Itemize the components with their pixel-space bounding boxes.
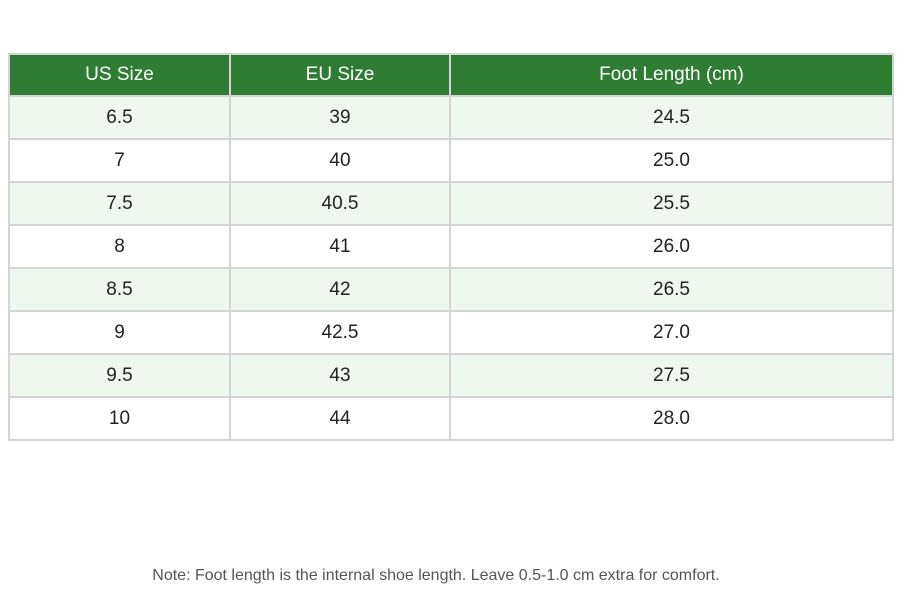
table-cell: 27.0	[449, 310, 894, 355]
table-header: US Size EU Size Foot Length (cm)	[8, 53, 894, 97]
table-cell: 25.5	[449, 181, 894, 226]
table-cell: 28.0	[449, 396, 894, 441]
table-cell: 6.5	[8, 95, 231, 140]
table-cell: 43	[229, 353, 451, 398]
footnote: Note: Foot length is the internal shoe l…	[152, 567, 720, 584]
table-row: 8 41 26.0	[8, 224, 894, 269]
table-cell: 7	[8, 138, 231, 183]
header-cell: EU Size	[229, 53, 451, 97]
table-cell: 8.5	[8, 267, 231, 312]
table-row: 10 44 28.0	[8, 396, 894, 441]
header-row: US Size EU Size Foot Length (cm)	[8, 53, 894, 97]
header-cell: Foot Length (cm)	[449, 53, 894, 97]
table-row: 7 40 25.0	[8, 138, 894, 183]
table-cell: 9	[8, 310, 231, 355]
table-row: 9.5 43 27.5	[8, 353, 894, 398]
table-cell: 27.5	[449, 353, 894, 398]
table-cell: 42	[229, 267, 451, 312]
table-cell: 39	[229, 95, 451, 140]
table-row: 7.5 40.5 25.5	[8, 181, 894, 226]
table-cell: 26.0	[449, 224, 894, 269]
table-cell: 10	[8, 396, 231, 441]
table-cell: 40.5	[229, 181, 451, 226]
table-cell: 25.0	[449, 138, 894, 183]
table-cell: 42.5	[229, 310, 451, 355]
table-cell: 44	[229, 396, 451, 441]
table-row: 9 42.5 27.0	[8, 310, 894, 355]
table-cell: 7.5	[8, 181, 231, 226]
table-cell: 26.5	[449, 267, 894, 312]
table-body: 6.5 39 24.5 7 40 25.0 7.5 40.5 25.5 8 41 26.0 8.5 42 2…	[8, 95, 894, 441]
table-row: 8.5 42 26.5	[8, 267, 894, 312]
table-cell: 9.5	[8, 353, 231, 398]
size-table: US Size EU Size Foot Length (cm) 6.5 39 24.5…	[8, 53, 894, 441]
table-row: 6.5 39 24.5	[8, 95, 894, 140]
table-cell: 8	[8, 224, 231, 269]
table-cell: 24.5	[449, 95, 894, 140]
header-cell: US Size	[8, 53, 231, 97]
table-cell: 41	[229, 224, 451, 269]
table-cell: 40	[229, 138, 451, 183]
